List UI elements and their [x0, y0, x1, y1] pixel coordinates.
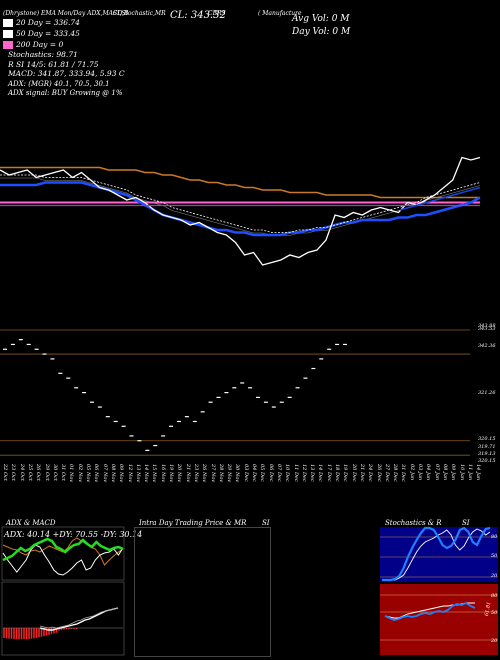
rsi-tick-80: 80: [491, 593, 498, 599]
stoch-bg: [380, 527, 498, 582]
header-company: ( Manufacture: [258, 10, 302, 17]
day-vol: Day Vol: 0 M: [292, 27, 351, 37]
dots-y-label: 343.88: [478, 323, 496, 329]
trend-line: [399, 186, 481, 211]
stoch-panel-suffix: SI: [462, 519, 470, 527]
dots-y-label: 321.26: [478, 390, 496, 396]
adx-signal-stat: ADX signal: BUY Growing @ 1%: [8, 89, 123, 97]
rsi-tick-50: 50: [491, 610, 498, 616]
macd-stat: MACD: 341.87, 333.94, 5.93 C: [8, 69, 125, 78]
dots-y-axis: 343.88 343.53 342.36 321.26 320.15 319.71 319.…: [470, 0, 500, 500]
series-20-day: [0, 156, 481, 266]
adx-readout: ADX: 40.14 +DY: 70.55 -DY: 30.14: [4, 530, 143, 539]
legend-item-20day: 20 Day = 336.74: [3, 17, 80, 28]
adx-plus-dy-line: [2, 544, 124, 576]
dots-y-label: 320.15: [478, 436, 496, 442]
intra-panel: [134, 527, 271, 657]
rsi-bg: [380, 584, 498, 655]
stochastics-stat: Stochastics: 98.71: [8, 50, 78, 59]
stoch-tick-50: 50: [491, 553, 498, 559]
stoch-panel-title: Stochastics & R: [385, 519, 442, 527]
macd-box: [1, 581, 125, 656]
legend-item-50day: 50 Day = 333.45: [3, 28, 80, 39]
stoch-tick-80: 80: [491, 534, 498, 540]
adx-stat: ADX: (MGR) 40.1, 70.5, 30.1: [8, 80, 110, 88]
adx-panel-title: ADX & MACD: [6, 519, 56, 527]
macd-signal-line: [39, 607, 119, 629]
main-chart: [0, 156, 481, 456]
close-label: CL: 343.32: [170, 10, 226, 21]
header-symbol: CBRS: [208, 10, 226, 17]
dots-y-label: 343.53: [478, 326, 496, 332]
series-50-day: [0, 181, 481, 237]
dots-y-label: 320.15: [478, 458, 496, 464]
intra-panel-suffix: SI: [262, 519, 270, 527]
stoch-d-line: [382, 528, 491, 581]
series-orange: [0, 166, 480, 199]
legend-item-200day: 200 Day = 0: [3, 39, 80, 50]
header-stoch-label: SI,Stochastic,MR: [113, 10, 166, 17]
legend: 20 Day = 336.74 50 Day = 333.45 200 Day …: [3, 17, 80, 50]
avg-vol: Avg Vol: 0 M: [292, 14, 350, 24]
header-indicators: (Dhrystone) EMA Mon/Day ADX,MACD,B: [3, 10, 129, 17]
stoch-k-line: [382, 526, 491, 582]
stoch-tick-20: 20: [491, 573, 498, 579]
rsi-tick-20: 20: [491, 638, 498, 644]
dots-y-label: 319.13: [478, 451, 496, 457]
adx-line: [2, 537, 124, 562]
dots-y-label: 319.71: [478, 444, 496, 450]
rsi-stat: R SI 14/5: 61.81 / 71.75: [8, 60, 99, 69]
intra-panel-title: Intra Day Trading Price & MR: [139, 519, 247, 527]
rsi-line: [384, 601, 476, 621]
dots-y-label: 342.36: [478, 343, 496, 349]
